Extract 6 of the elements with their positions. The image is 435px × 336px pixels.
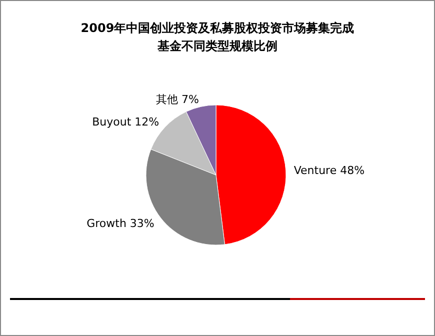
chart-subtitle: 基金不同类型规模比例	[156, 39, 278, 53]
slice-label: 其他 7%	[156, 92, 199, 106]
slice-label: Buyout 12%	[92, 116, 160, 129]
slice-label: Growth 33%	[86, 216, 154, 230]
chart-title: 2009年中国创业投资及私募股权投资市场募集完成	[80, 21, 354, 35]
slice-label: Venture 48%	[294, 164, 365, 178]
